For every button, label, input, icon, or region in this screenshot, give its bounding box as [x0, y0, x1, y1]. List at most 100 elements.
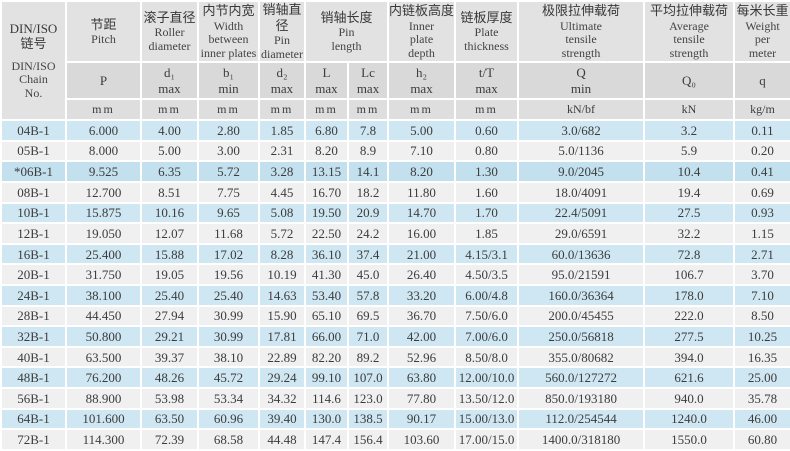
value-cell: 16.00: [387, 222, 457, 245]
table-row: 72B-1 114.300 72.39 68.58 44.48 147.4 156.4 103…: [0, 428, 790, 451]
header-row-units: mm mm mm mm mm mm mm mm kN/bf kN kg/m: [1, 98, 790, 122]
value-cell: 46.00: [733, 407, 790, 431]
value-cell: 76.200: [65, 366, 142, 389]
value-cell: 5.00: [140, 139, 199, 163]
value-cell: 63.500: [65, 345, 142, 369]
value-cell: 29.24: [258, 366, 306, 389]
value-cell: 90.17: [387, 407, 457, 431]
value-cell: 69.5: [346, 304, 390, 328]
value-cell: 19.05: [140, 263, 199, 286]
value-cell: 10.19: [258, 263, 306, 286]
value-cell: 0.93: [733, 201, 790, 225]
column-header-plate-thickness-en: Plate thickness: [464, 25, 509, 53]
table-row: 28B-1 44.450 27.94 30.99 15.90 65.10 69.5 36.70…: [0, 304, 790, 328]
value-cell: 1.60: [454, 180, 520, 204]
value-cell: 5.00: [387, 119, 457, 142]
value-cell: 10.25: [733, 325, 790, 348]
value-cell: 1550.0: [643, 428, 736, 451]
column-header-ultimate-tensile-en: Ultimate tensile strength: [560, 18, 603, 60]
value-cell: 7.50/6.0: [454, 304, 520, 328]
value-cell: 15.90: [258, 304, 306, 328]
value-cell: 14.63: [258, 283, 306, 307]
value-cell: 5.08: [258, 201, 306, 225]
value-cell: 8.20: [304, 139, 349, 163]
table-body: 04B-1 6.000 4.00 2.80 1.85 6.80 7.8 5.00 0.60 3.0…: [0, 119, 790, 451]
value-cell: 71.0: [346, 325, 390, 348]
value-cell: 29.21: [140, 325, 199, 348]
symbol-header: d₁ max: [140, 61, 199, 101]
value-cell: 940.0: [643, 387, 736, 410]
value-cell: 112.0/254544: [517, 407, 646, 431]
value-cell: 11.80: [387, 180, 457, 204]
value-cell: 39.37: [140, 345, 199, 369]
value-cell: 5.72: [258, 222, 306, 245]
value-cell: 1.30: [454, 160, 520, 183]
table-header: DIN/ISO 链号 DIN/ISO Chain No. 节距 Pitch 滚子直径 Ro…: [0, 0, 790, 122]
value-cell: 0.60: [454, 119, 520, 142]
chain-number-cell: 40B-1: [0, 345, 67, 369]
value-cell: 147.4: [304, 428, 349, 451]
table-row: 64B-1 101.600 63.50 60.96 39.40 130.0 138.5 90.…: [0, 407, 790, 431]
value-cell: 12.07: [140, 222, 199, 245]
value-cell: 27.5: [643, 201, 736, 225]
value-cell: 1400.0/318180: [517, 428, 646, 451]
value-cell: 18.0/4091: [517, 180, 646, 204]
value-cell: 277.5: [643, 325, 736, 348]
value-cell: 0.69: [733, 180, 790, 204]
column-header-pin-diameter: 销轴直径 Pin diameter: [258, 0, 306, 64]
value-cell: 16.70: [304, 180, 349, 204]
value-cell: 3.0/682: [517, 119, 646, 142]
symbol-header: Q min: [517, 61, 646, 101]
chain-number-cell: 16B-1: [0, 242, 67, 266]
column-header-chain-no-cn: DIN/ISO 链号: [9, 20, 58, 52]
chain-number-cell: 56B-1: [0, 387, 67, 410]
value-cell: 107.0: [346, 366, 390, 389]
value-cell: 99.10: [304, 366, 349, 389]
value-cell: 8.000: [65, 139, 142, 163]
value-cell: 42.00: [387, 325, 457, 348]
column-header-inner-width-cn: 内节内宽: [202, 3, 255, 19]
value-cell: 3.2: [643, 119, 736, 142]
column-header-inner-width-en: Width between inner plates: [200, 18, 257, 60]
value-cell: 1.70: [454, 201, 520, 225]
symbol-header: L max: [304, 61, 349, 101]
column-header-pin-length-cn: 销轴长度: [320, 9, 373, 25]
value-cell: 48.26: [140, 366, 199, 389]
value-cell: 60.80: [733, 428, 790, 451]
symbol-header: P: [65, 61, 142, 101]
table-row: 04B-1 6.000 4.00 2.80 1.85 6.80 7.8 5.00 0.60 3.0…: [0, 119, 790, 142]
value-cell: 156.4: [346, 428, 390, 451]
value-cell: 38.10: [197, 345, 260, 369]
value-cell: 30.99: [197, 304, 260, 328]
value-cell: 18.2: [346, 180, 390, 204]
value-cell: 0.80: [454, 139, 520, 163]
value-cell: 37.4: [346, 242, 390, 266]
value-cell: 138.5: [346, 407, 390, 431]
value-cell: 394.0: [643, 345, 736, 369]
chain-number-cell: *06B-1: [0, 160, 67, 183]
value-cell: 5.72: [197, 160, 260, 183]
value-cell: 1.85: [454, 222, 520, 245]
column-header-pitch-cn: 节距: [90, 16, 117, 32]
symbol-header: t/T max: [454, 61, 520, 101]
value-cell: 72.8: [643, 242, 736, 266]
value-cell: 560.0/127272: [517, 366, 646, 389]
value-cell: 63.50: [140, 407, 199, 431]
value-cell: 39.40: [258, 407, 306, 431]
table-row: 20B-1 31.750 19.05 19.56 10.19 41.30 45.0 26.40…: [0, 263, 790, 286]
column-header-plate-thickness-cn: 链板厚度: [460, 9, 513, 25]
value-cell: 45.72: [197, 366, 260, 389]
value-cell: 7.8: [346, 119, 390, 142]
column-header-ultimate-tensile: 极限拉伸载荷 Ultimate tensile strength: [517, 0, 646, 64]
value-cell: 35.78: [733, 387, 790, 410]
column-header-chain-no: DIN/ISO 链号 DIN/ISO Chain No.: [0, 0, 67, 122]
column-header-pin-length-en: Pin length: [331, 25, 362, 53]
table-row: 24B-1 38.100 25.40 25.40 14.63 53.40 57.8 33.20…: [0, 283, 790, 307]
value-cell: 5.9: [643, 139, 736, 163]
value-cell: 53.40: [304, 283, 349, 307]
column-header-average-tensile-en: Average tensile strength: [669, 18, 709, 60]
value-cell: 4.00: [140, 119, 199, 142]
value-cell: 114.300: [65, 428, 142, 451]
column-header-inner-plate-depth-en: Inner plate depth: [408, 18, 435, 60]
